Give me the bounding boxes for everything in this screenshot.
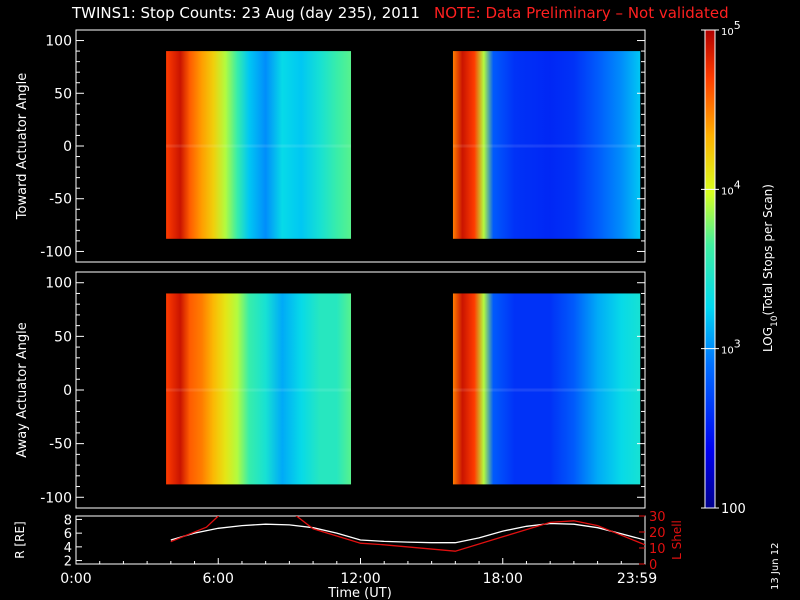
r-distance-line: [170, 522, 645, 544]
orbit-right-ytick-label: 20: [649, 526, 666, 541]
colorbar: 105 104 103 100 LOG10(Total Stops per Scan): [701, 19, 780, 517]
orbit-left-ytick-label: 8: [64, 513, 72, 528]
orbit-right-ytick-label: 0: [649, 558, 657, 573]
toward-ytick-label: -50: [49, 192, 72, 208]
colorbar-tick-label: 105: [721, 19, 741, 39]
orbit-lines: [170, 516, 645, 552]
colorbar-tick-label: 100: [721, 502, 746, 517]
orbit-xtick-label: 23:59: [617, 571, 657, 587]
l-shell-line: [170, 516, 645, 552]
orbit-xtick-label: 0:00: [60, 571, 91, 587]
away-ytick-label: -50: [49, 437, 72, 453]
away-ytick-label: 0: [63, 383, 72, 399]
colorbar-tick-label: 104: [721, 178, 741, 198]
orbit-x-ticks: 0:00 6:00 12:00 18:00 23:59: [60, 558, 657, 587]
orbit-left-ytick-label: 6: [64, 527, 72, 542]
orbit-left-ytick-label: 2: [64, 555, 72, 570]
away-heatmap-block-2: [452, 293, 641, 485]
toward-ytick-label: 50: [54, 86, 72, 102]
toward-zero-angle-band-2: [452, 144, 641, 148]
orbit-left-y-axis-label: R [RE]: [13, 521, 27, 558]
toward-heatmap: [166, 51, 641, 239]
orbit-xtick-label: 12:00: [340, 571, 380, 587]
orbit-xtick-label: 6:00: [203, 571, 234, 587]
figure-title: TWINS1: Stop Counts: 23 Aug (day 235), 2…: [72, 4, 420, 22]
toward-ytick-label: 0: [63, 139, 72, 155]
orbit-left-ytick-label: 4: [64, 541, 72, 556]
away-ytick-label: 100: [45, 276, 72, 292]
figure-title-row: TWINS1: Stop Counts: 23 Aug (day 235), 2…: [0, 4, 800, 24]
away-y-axis-label: Away Actuator Angle: [15, 322, 30, 457]
toward-y-ticks: 100 50 0 -50 -100: [40, 29, 645, 263]
colorbar-gradient: [705, 30, 715, 508]
away-panel: 100 50 0 -50 -100 Away Actuator Angle: [15, 271, 646, 509]
away-zero-angle-band-2: [452, 388, 641, 392]
away-heatmap-block-1: [166, 293, 352, 485]
toward-heatmap-block-1: [166, 51, 352, 239]
away-ytick-label: 50: [54, 329, 72, 345]
preliminary-note: NOTE: Data Preliminary – Not validated: [434, 4, 729, 22]
colorbar-tick-label: 103: [721, 337, 741, 357]
away-zero-angle-band-1: [166, 388, 352, 392]
orbit-right-ytick-label: 10: [649, 542, 666, 557]
x-axis-label: Time (UT): [327, 586, 392, 600]
away-heatmap: [166, 293, 641, 485]
orbit-right-ytick-label: 30: [649, 510, 666, 525]
colorbar-ticks: 105 104 103 100: [701, 19, 746, 517]
toward-y-axis-label: Toward Actuator Angle: [15, 73, 30, 220]
toward-ytick-label: -100: [40, 244, 72, 260]
orbit-xtick-label: 18:00: [483, 571, 523, 587]
away-ytick-label: -100: [40, 490, 72, 506]
toward-panel: 100 50 0 -50 -100 Toward Actuator Angle: [15, 29, 646, 263]
toward-heatmap-block-2: [452, 51, 641, 239]
away-y-ticks: 100 50 0 -50 -100: [40, 271, 645, 509]
colorbar-label: LOG10(Total Stops per Scan): [761, 184, 780, 352]
toward-ytick-label: 100: [45, 34, 72, 50]
toward-zero-angle-band-1: [166, 144, 352, 148]
date-stamp: 13 Jun 12: [770, 542, 781, 590]
orbit-right-y-axis-label: L Shell: [670, 520, 684, 560]
